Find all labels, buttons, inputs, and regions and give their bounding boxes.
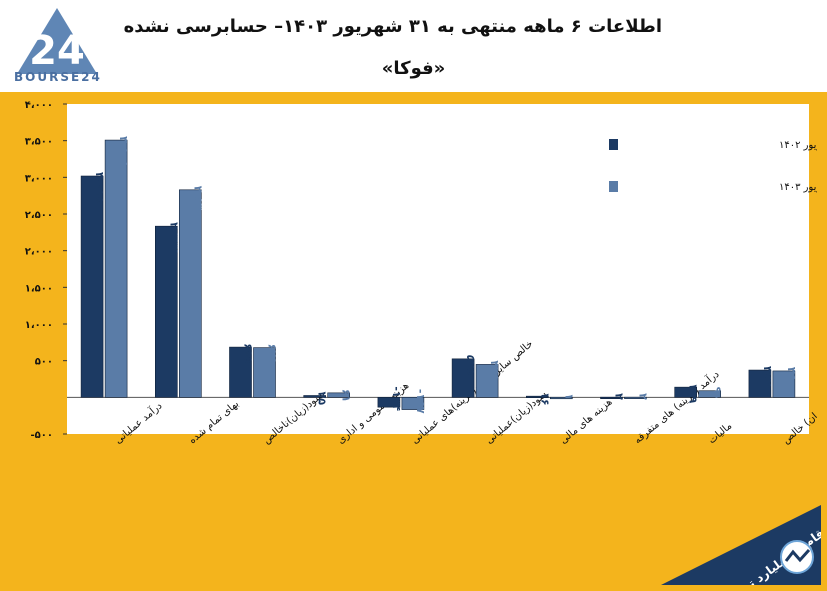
data-label: ۲،۸۳۰ (191, 186, 204, 217)
legend-label: عملکرد منتهی به شهریور ۱۴۰۲ (779, 140, 817, 151)
header: 24 BOURSE24 اطلاعات ۶ ماهه منتهی به ۳۱ ش… (0, 0, 827, 92)
y-tick-label: ۲،۵۰۰ (25, 210, 53, 221)
bar-1402 (748, 369, 772, 398)
y-tick-label: -۵۰۰ (31, 430, 53, 441)
y-tick-label: ۴،۰۰۰ (25, 100, 53, 111)
bar-1402 (377, 397, 401, 408)
data-label: -۱۶۷ (414, 389, 427, 414)
legend-label: عملکرد منتهی به شهریور ۱۴۰۳ (779, 182, 817, 193)
y-tick-label: ۱،۵۰۰ (25, 283, 53, 294)
bar-1403 (401, 397, 425, 410)
data-label: ۱۳۹ (687, 383, 700, 403)
data-label: ۴۴۹ (488, 360, 501, 380)
bar-1402 (451, 358, 475, 398)
bar-1403 (179, 189, 202, 398)
y-tick-label: ۲،۰۰۰ (25, 247, 53, 258)
bar-chart: -۵۰۰ ۵۰۰ ۱،۰۰۰ ۱،۵۰۰ ۲،۰۰۰ ۲،۵۰۰ ۳،۰۰۰ ۳،۵۰۰ ۴،۰… (25, 100, 817, 446)
bar-1402 (600, 396, 623, 399)
logo-text: BOURSE24 (14, 70, 102, 84)
data-label: ۱ (562, 393, 575, 400)
data-label: ۱۶ (538, 392, 551, 405)
data-label: ۶۸۵ (242, 343, 255, 363)
data-label: ۶۷۸ (266, 344, 279, 364)
data-label: ۵۲۵ (464, 355, 477, 375)
y-tick-label: ۱،۰۰۰ (25, 320, 53, 331)
data-label: ۶۱ (340, 389, 353, 402)
data-label: ۲ (613, 393, 626, 400)
bar-1402 (674, 386, 698, 398)
bar-1403 (698, 390, 722, 398)
bar-1402 (229, 346, 252, 398)
page-title: اطلاعات ۶ ماهه منتهی به ۳۱ شهریور ۱۴۰۳– … (123, 16, 662, 37)
data-label: ۲ (637, 393, 650, 400)
bar-1402 (155, 225, 178, 398)
bar-1402 (525, 395, 549, 398)
data-label: ۳،۵۰۸ (117, 136, 130, 167)
bourse24-logo-icon: 24 (17, 8, 97, 74)
svg-text:24: 24 (29, 28, 85, 74)
bar-1402 (80, 175, 104, 398)
data-label: ۳۷۲ (761, 366, 774, 386)
data-label: ۲۵ (316, 392, 329, 406)
bar-1403 (549, 396, 573, 400)
y-tick-label: ۵۰۰ (35, 357, 53, 368)
data-label: ۹۰ (711, 387, 724, 400)
data-label: ۳،۰۱۸ (93, 172, 106, 203)
bar-1402 (303, 395, 327, 398)
page-subtitle: «فوکا» (381, 58, 446, 79)
bar-1403 (772, 370, 796, 398)
legend-swatch-1402 (609, 139, 618, 150)
data-label: ۲،۳۳۴ (167, 222, 180, 253)
data-label: -۱۳۴ (390, 386, 403, 411)
bar-1403 (253, 347, 276, 398)
legend-swatch-1403 (609, 181, 618, 192)
data-label: ۳۶۰ (785, 367, 798, 387)
bar-1403 (475, 364, 499, 398)
units-badge: ارقام به میلیارد تومان (661, 505, 821, 585)
y-tick-label: ۳،۰۰۰ (25, 173, 53, 184)
y-tick-label: ۳،۵۰۰ (25, 137, 53, 148)
bar-1403 (327, 392, 351, 398)
bar-1403 (624, 396, 647, 399)
bar-1403 (104, 139, 128, 398)
